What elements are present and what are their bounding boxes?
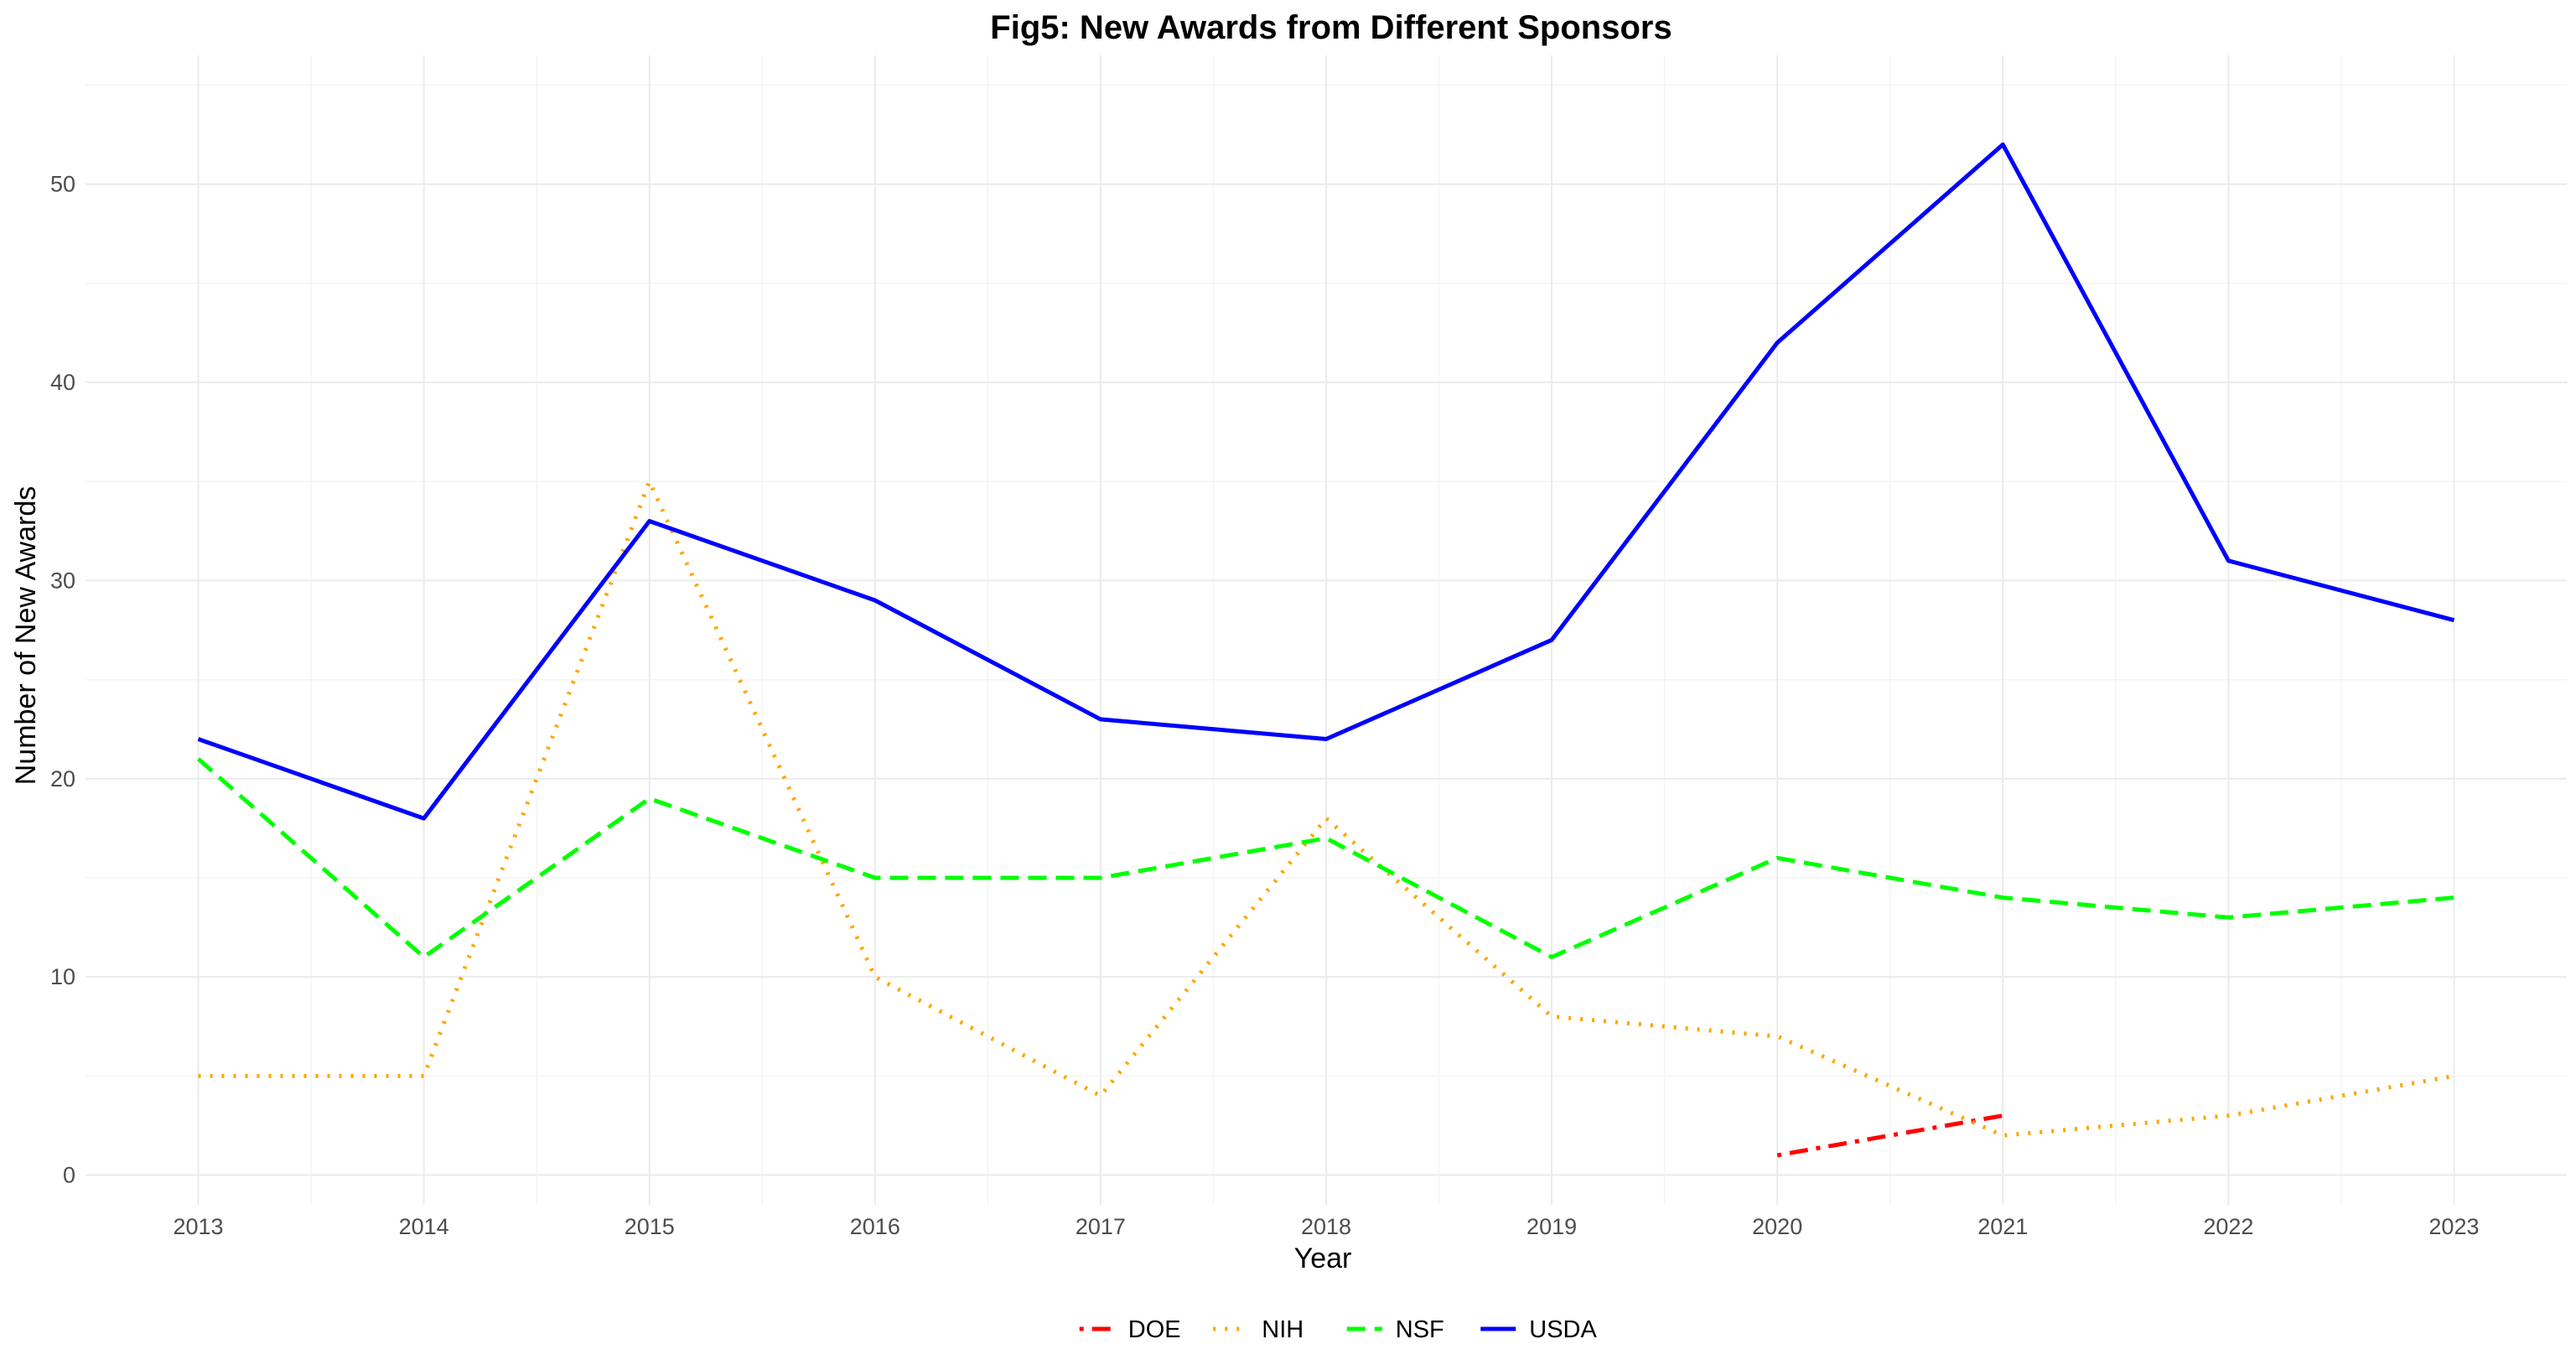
- legend-item-nih: NIH: [1213, 1316, 1304, 1343]
- y-tick-label: 10: [50, 964, 75, 989]
- y-tick-label: 30: [50, 568, 75, 593]
- legend-label: NSF: [1396, 1316, 1444, 1343]
- x-tick-label: 2020: [1752, 1214, 1802, 1239]
- x-tick-label: 2017: [1075, 1214, 1126, 1239]
- y-axis-title: Number of New Awards: [10, 486, 42, 786]
- series-line-nsf: [196, 757, 2454, 959]
- x-tick-label: 2023: [2428, 1214, 2479, 1239]
- x-tick-label: 2013: [174, 1214, 224, 1239]
- x-tick-label: 2014: [399, 1214, 449, 1239]
- legend-label: USDA: [1529, 1316, 1597, 1343]
- x-tick-label: 2021: [1977, 1214, 2028, 1239]
- x-tick-label: 2015: [625, 1214, 675, 1239]
- x-tick-label: 2018: [1301, 1214, 1351, 1239]
- x-tick-label: 2019: [1526, 1214, 1577, 1239]
- legend-item-usda: USDA: [1480, 1316, 1597, 1343]
- series-line-usda: [197, 142, 2455, 821]
- y-tick-label: 40: [50, 370, 75, 395]
- x-tick-label: 2016: [850, 1214, 900, 1239]
- y-tick-label: 20: [50, 766, 75, 791]
- x-axis-ticks: 2013 2014 2015 2016 2017 2018 2019 2020 2021 2022…: [174, 1214, 2480, 1239]
- legend-item-doe: DOE: [1079, 1316, 1181, 1343]
- legend-item-nsf: NSF: [1346, 1316, 1444, 1343]
- y-tick-label: 50: [50, 172, 75, 197]
- legend: DOE NIH NSF USDA: [1079, 1316, 1597, 1343]
- x-tick-label: 2022: [2203, 1214, 2253, 1239]
- y-axis-ticks: 0 10 20 30 40 50: [50, 172, 75, 1188]
- grid: [86, 55, 2567, 1205]
- legend-label: DOE: [1128, 1316, 1181, 1343]
- y-tick-label: 0: [63, 1163, 75, 1188]
- legend-label: NIH: [1262, 1316, 1304, 1343]
- chart-title: Fig5: New Awards from Different Sponsors: [990, 9, 1672, 46]
- x-axis-title: Year: [1294, 1243, 1352, 1274]
- series-lines: [196, 142, 2455, 1158]
